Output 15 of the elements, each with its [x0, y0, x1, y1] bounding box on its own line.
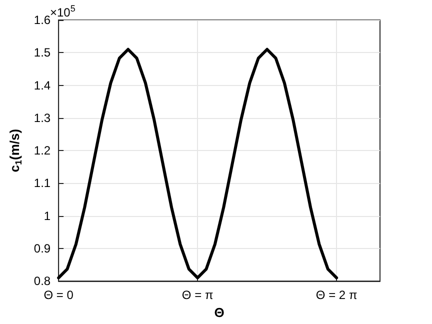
y-tick-label: 1.1 [34, 176, 51, 190]
y-tick-label: 1.4 [34, 78, 51, 92]
y-axis-title: c1(m/s) [7, 128, 24, 172]
y-tick-label: 0.8 [34, 274, 51, 288]
x-axis-title: Θ [214, 305, 224, 320]
y-tick-label: 1.3 [34, 110, 51, 125]
x-tick-label: Θ = 2 π [316, 288, 358, 302]
y-tick-label: 1 [44, 208, 51, 223]
line-series [57, 48, 338, 280]
y-tick-label: 1.2 [34, 144, 51, 158]
x-tick-label: Θ = π [182, 288, 214, 302]
y-tick-label: 0.9 [34, 241, 51, 256]
y-tick-label: 1.6 [34, 13, 51, 27]
y-tick-label: 1.5 [34, 46, 51, 60]
x-tick-label: Θ = 0 [44, 288, 74, 302]
